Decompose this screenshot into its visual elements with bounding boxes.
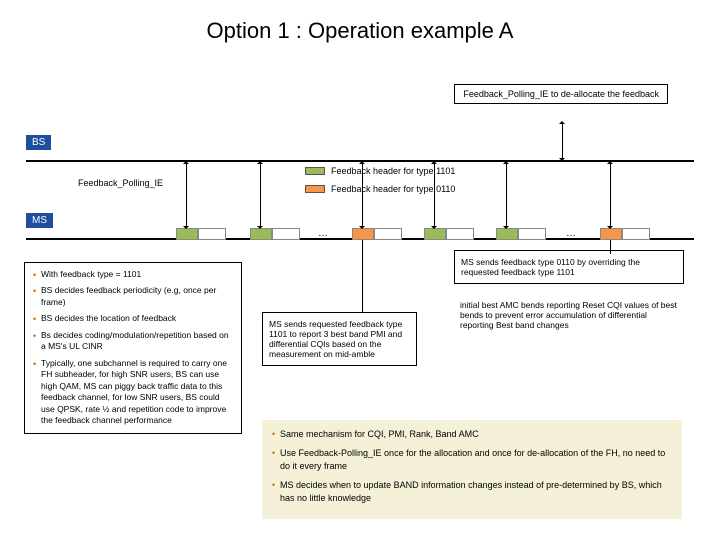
bs-label: BS xyxy=(26,135,51,150)
mid-b1: MS sends requested feedback type 1101 to… xyxy=(269,319,402,359)
vertical-arrow xyxy=(434,162,435,228)
note-2: Use Feedback-Polling_IE once for the all… xyxy=(272,447,672,474)
legend-1101-text: Feedback header for type 1101 xyxy=(331,166,455,176)
callout-deallocate: Feedback_Polling_IE to de-allocate the f… xyxy=(454,84,668,104)
legend-type-1101: Feedback header for type 1101 xyxy=(305,166,455,176)
left-b5: Typically, one subchannel is required to… xyxy=(33,358,233,427)
note-1: Same mechanism for CQI, PMI, Rank, Band … xyxy=(272,428,672,442)
left-b2: BS decides feedback periodicity (e.g, on… xyxy=(33,285,233,308)
right-b0: MS sends feedback type 0110 by overridin… xyxy=(461,257,640,277)
vertical-arrow xyxy=(610,162,611,228)
left-b4: Bs decides coding/modulation/repetition … xyxy=(33,330,233,353)
right-b3: Best band changes xyxy=(496,320,569,330)
right-notes-box: initial best AMC bends reporting Reset C… xyxy=(454,296,684,334)
left-b1: With feedback type = 1101 xyxy=(33,269,233,280)
legend-fpi: Feedback_Polling_IE xyxy=(78,178,163,188)
vertical-arrow xyxy=(562,122,563,160)
timeline-slot xyxy=(518,228,546,240)
right-b1: initial best AMC bends reporting xyxy=(460,300,580,310)
note-3: MS decides when to update BAND informati… xyxy=(272,479,672,506)
mid-ms-box: MS sends requested feedback type 1101 to… xyxy=(262,312,417,366)
swatch-orange xyxy=(305,185,325,193)
vertical-arrow xyxy=(362,162,363,228)
bottom-notebox: Same mechanism for CQI, PMI, Rank, Band … xyxy=(262,420,682,519)
vertical-arrow xyxy=(506,162,507,228)
timeline-slot xyxy=(446,228,474,240)
fpi-label: Feedback_Polling_IE xyxy=(78,178,163,188)
right-override-box: MS sends feedback type 0110 by overridin… xyxy=(454,250,684,284)
timeline-ellipsis: … xyxy=(566,228,576,239)
page-title: Option 1 : Operation example A xyxy=(0,0,720,44)
vertical-arrow xyxy=(260,162,261,228)
left-b3: BS decides the location of feedback xyxy=(33,313,233,324)
timeline-slot xyxy=(198,228,226,240)
timeline-ellipsis: … xyxy=(318,228,328,239)
timeline-slot xyxy=(374,228,402,240)
timeline-slot xyxy=(622,228,650,240)
timeline-slot xyxy=(272,228,300,240)
vertical-arrow xyxy=(186,162,187,228)
legend-type-0110: Feedback header for type 0110 xyxy=(305,184,455,194)
connector-right xyxy=(610,240,611,254)
legend-0110-text: Feedback header for type 0110 xyxy=(331,184,455,194)
ms-label: MS xyxy=(26,213,53,228)
left-notes-box: With feedback type = 1101 BS decides fee… xyxy=(24,262,242,434)
connector-mid xyxy=(362,240,363,312)
swatch-green xyxy=(305,167,325,175)
